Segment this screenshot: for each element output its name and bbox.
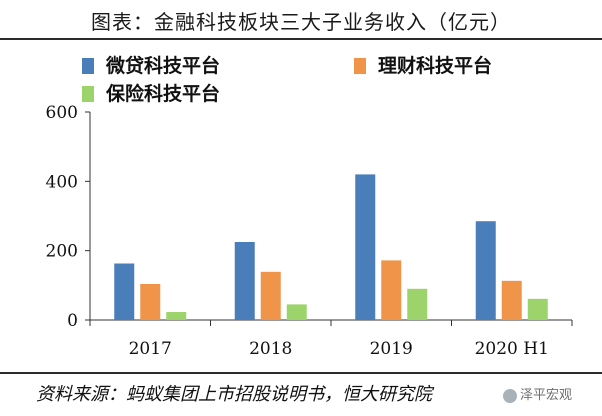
title-bar: 图表：金融科技板块三大子业务收入（亿元） (0, 0, 602, 40)
y-tick-label: 200 (46, 242, 78, 262)
bar (527, 298, 548, 320)
bar (475, 221, 496, 320)
x-tick-label: 2018 (249, 339, 292, 359)
bar (501, 280, 522, 320)
bar (260, 271, 281, 320)
legend-label: 保险科技平台 (105, 82, 220, 105)
wechat-icon (503, 388, 517, 403)
bar (234, 242, 255, 320)
y-tick-label: 400 (46, 172, 78, 192)
y-tick-label: 600 (46, 103, 78, 123)
x-tick-label: 2017 (129, 339, 172, 359)
legend-label: 理财科技平台 (378, 54, 492, 77)
y-tick-label: 0 (67, 311, 78, 331)
bar (407, 288, 428, 320)
watermark-text: 泽平宏观 (520, 388, 573, 403)
legend-swatch (354, 58, 366, 74)
bar (166, 312, 187, 320)
bar (140, 283, 161, 320)
bar (381, 260, 402, 320)
chart-title: 图表：金融科技板块三大子业务收入（亿元） (91, 10, 511, 34)
legend-swatch (82, 86, 94, 102)
bar (114, 263, 135, 320)
watermark: 泽平宏观 (503, 384, 572, 403)
x-tick-label: 2020 H1 (475, 339, 549, 359)
x-tick-label: 2019 (370, 339, 413, 359)
bar (355, 174, 376, 320)
bar (286, 304, 307, 320)
legend-swatch (82, 58, 94, 74)
source-note: 资料来源：蚂蚁集团上市招股说明书，恒大研究院 (36, 384, 432, 405)
legend-label: 微贷科技平台 (105, 54, 220, 77)
footer: 资料来源：蚂蚁集团上市招股说明书，恒大研究院 泽平宏观 (0, 372, 602, 416)
